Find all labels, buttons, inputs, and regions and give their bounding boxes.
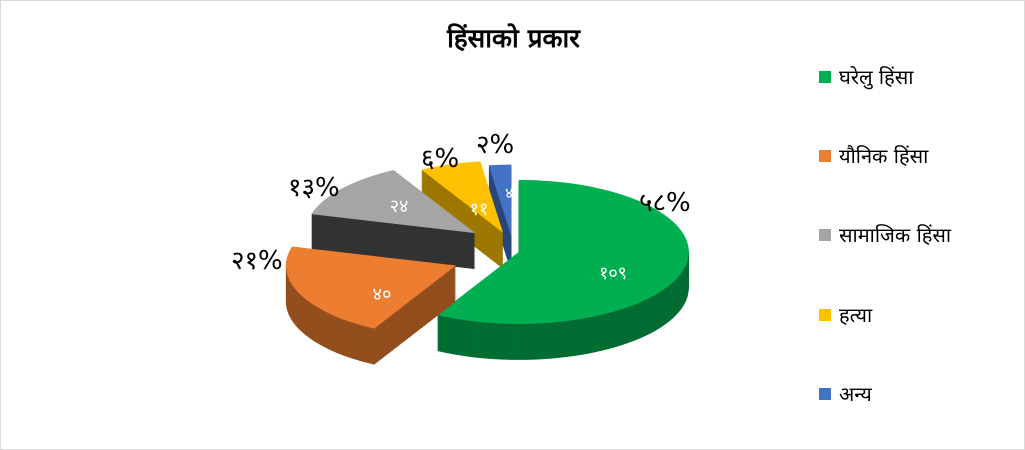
legend-label: घरेलु हिंसा xyxy=(839,65,914,89)
pie-slice-3 xyxy=(421,161,504,269)
percent-label-3: ६% xyxy=(421,144,460,174)
pie-slice-top xyxy=(311,170,476,234)
legend-label: यौनिक हिंसा xyxy=(839,144,929,168)
percent-label-2: १३% xyxy=(288,173,340,203)
value-label-3: ११ xyxy=(469,199,489,220)
legend-swatch xyxy=(819,70,831,83)
pie-slice-1 xyxy=(285,246,456,365)
percent-label-4: २% xyxy=(476,130,515,160)
legend-swatch xyxy=(819,149,831,162)
legend-swatch xyxy=(819,228,831,241)
percent-label-1: २१% xyxy=(231,246,283,276)
pie-slice-top xyxy=(285,246,456,329)
percent-label-0: ५८% xyxy=(639,188,691,218)
pie-slice-0 xyxy=(437,179,689,360)
pie-slice-top xyxy=(488,164,512,237)
legend-label: अन्य xyxy=(839,382,872,406)
value-label-0: १०९ xyxy=(598,263,628,284)
legend-swatch xyxy=(819,308,831,321)
legend-item-3: हत्या xyxy=(819,301,872,328)
pie-slice-2 xyxy=(311,170,476,270)
legend-item-1: यौनिक हिंसा xyxy=(819,142,928,169)
chart-title: हिंसाको प्रकार xyxy=(447,24,580,54)
legend-item-2: सामाजिक हिंसा xyxy=(819,221,951,248)
value-label-1: ४० xyxy=(372,284,392,305)
value-label-4: ४ xyxy=(505,184,513,202)
pie-slice-top xyxy=(437,179,689,324)
legend-label: हत्या xyxy=(839,303,873,327)
legend-label: सामाजिक हिंसा xyxy=(839,223,952,247)
legend-item-4: अन्य xyxy=(819,380,872,407)
pie-slice-top xyxy=(421,161,504,233)
legend-swatch xyxy=(819,387,831,400)
value-label-2: २४ xyxy=(389,196,409,217)
legend-item-0: घरेलु हिंसा xyxy=(819,63,913,90)
